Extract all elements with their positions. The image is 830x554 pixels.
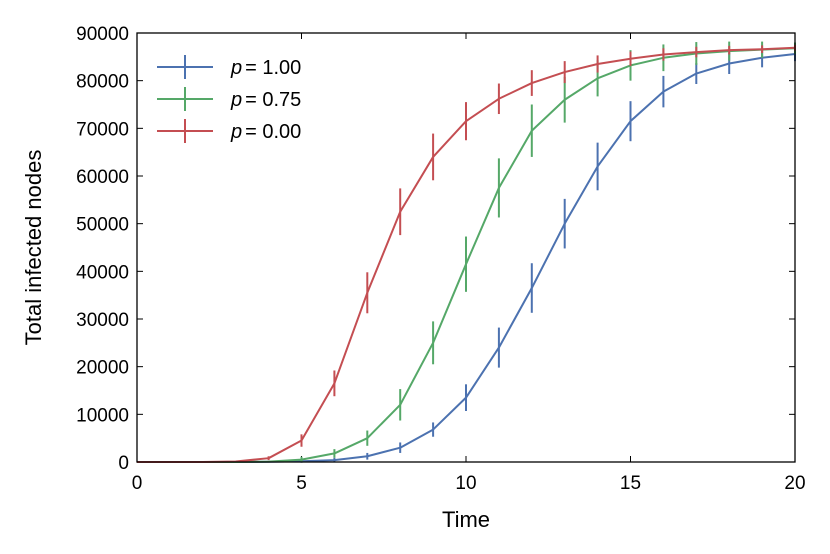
- legend-value: = 1.00: [245, 57, 301, 79]
- legend-value: = 0.75: [245, 89, 301, 111]
- x-tick-label: 5: [296, 473, 307, 494]
- y-tick-label: 40000: [76, 262, 129, 283]
- legend-variable: p: [230, 89, 242, 111]
- x-tick-label: 15: [620, 473, 641, 494]
- y-tick-label: 10000: [76, 405, 129, 426]
- legend-variable: p: [230, 57, 242, 79]
- legend-label: p = 1.00: [230, 57, 301, 79]
- y-axis-ticks: 0 10000 20000 30000 40000 50000 60000 70000 8000…: [76, 24, 795, 474]
- x-tick-label: 10: [455, 473, 476, 494]
- legend-entry: p = 0.00: [157, 119, 301, 143]
- y-tick-label: 60000: [76, 167, 129, 188]
- y-tick-label: 90000: [76, 24, 129, 45]
- y-tick-label: 50000: [76, 215, 129, 236]
- series-layer: [137, 41, 796, 463]
- y-tick-label: 70000: [76, 119, 129, 140]
- legend-entry: p = 1.00: [157, 55, 301, 79]
- legend-entry: p = 0.75: [157, 87, 301, 111]
- y-tick-label: 80000: [76, 72, 129, 93]
- legend: p = 1.00p = 0.75p = 0.00: [157, 55, 301, 143]
- legend-label: p = 0.00: [230, 121, 301, 143]
- x-tick-label: 0: [132, 473, 143, 494]
- y-axis-label: Total infected nodes: [21, 150, 46, 346]
- legend-value: = 0.00: [245, 121, 301, 143]
- plot-frame: [136, 32, 796, 463]
- y-tick-label: 20000: [76, 358, 129, 379]
- y-tick-label: 30000: [76, 310, 129, 331]
- y-tick-label: 0: [118, 453, 129, 474]
- x-axis-label: Time: [442, 507, 490, 532]
- legend-variable: p: [230, 121, 242, 143]
- legend-label: p = 0.75: [230, 89, 301, 111]
- x-tick-label: 20: [784, 473, 805, 494]
